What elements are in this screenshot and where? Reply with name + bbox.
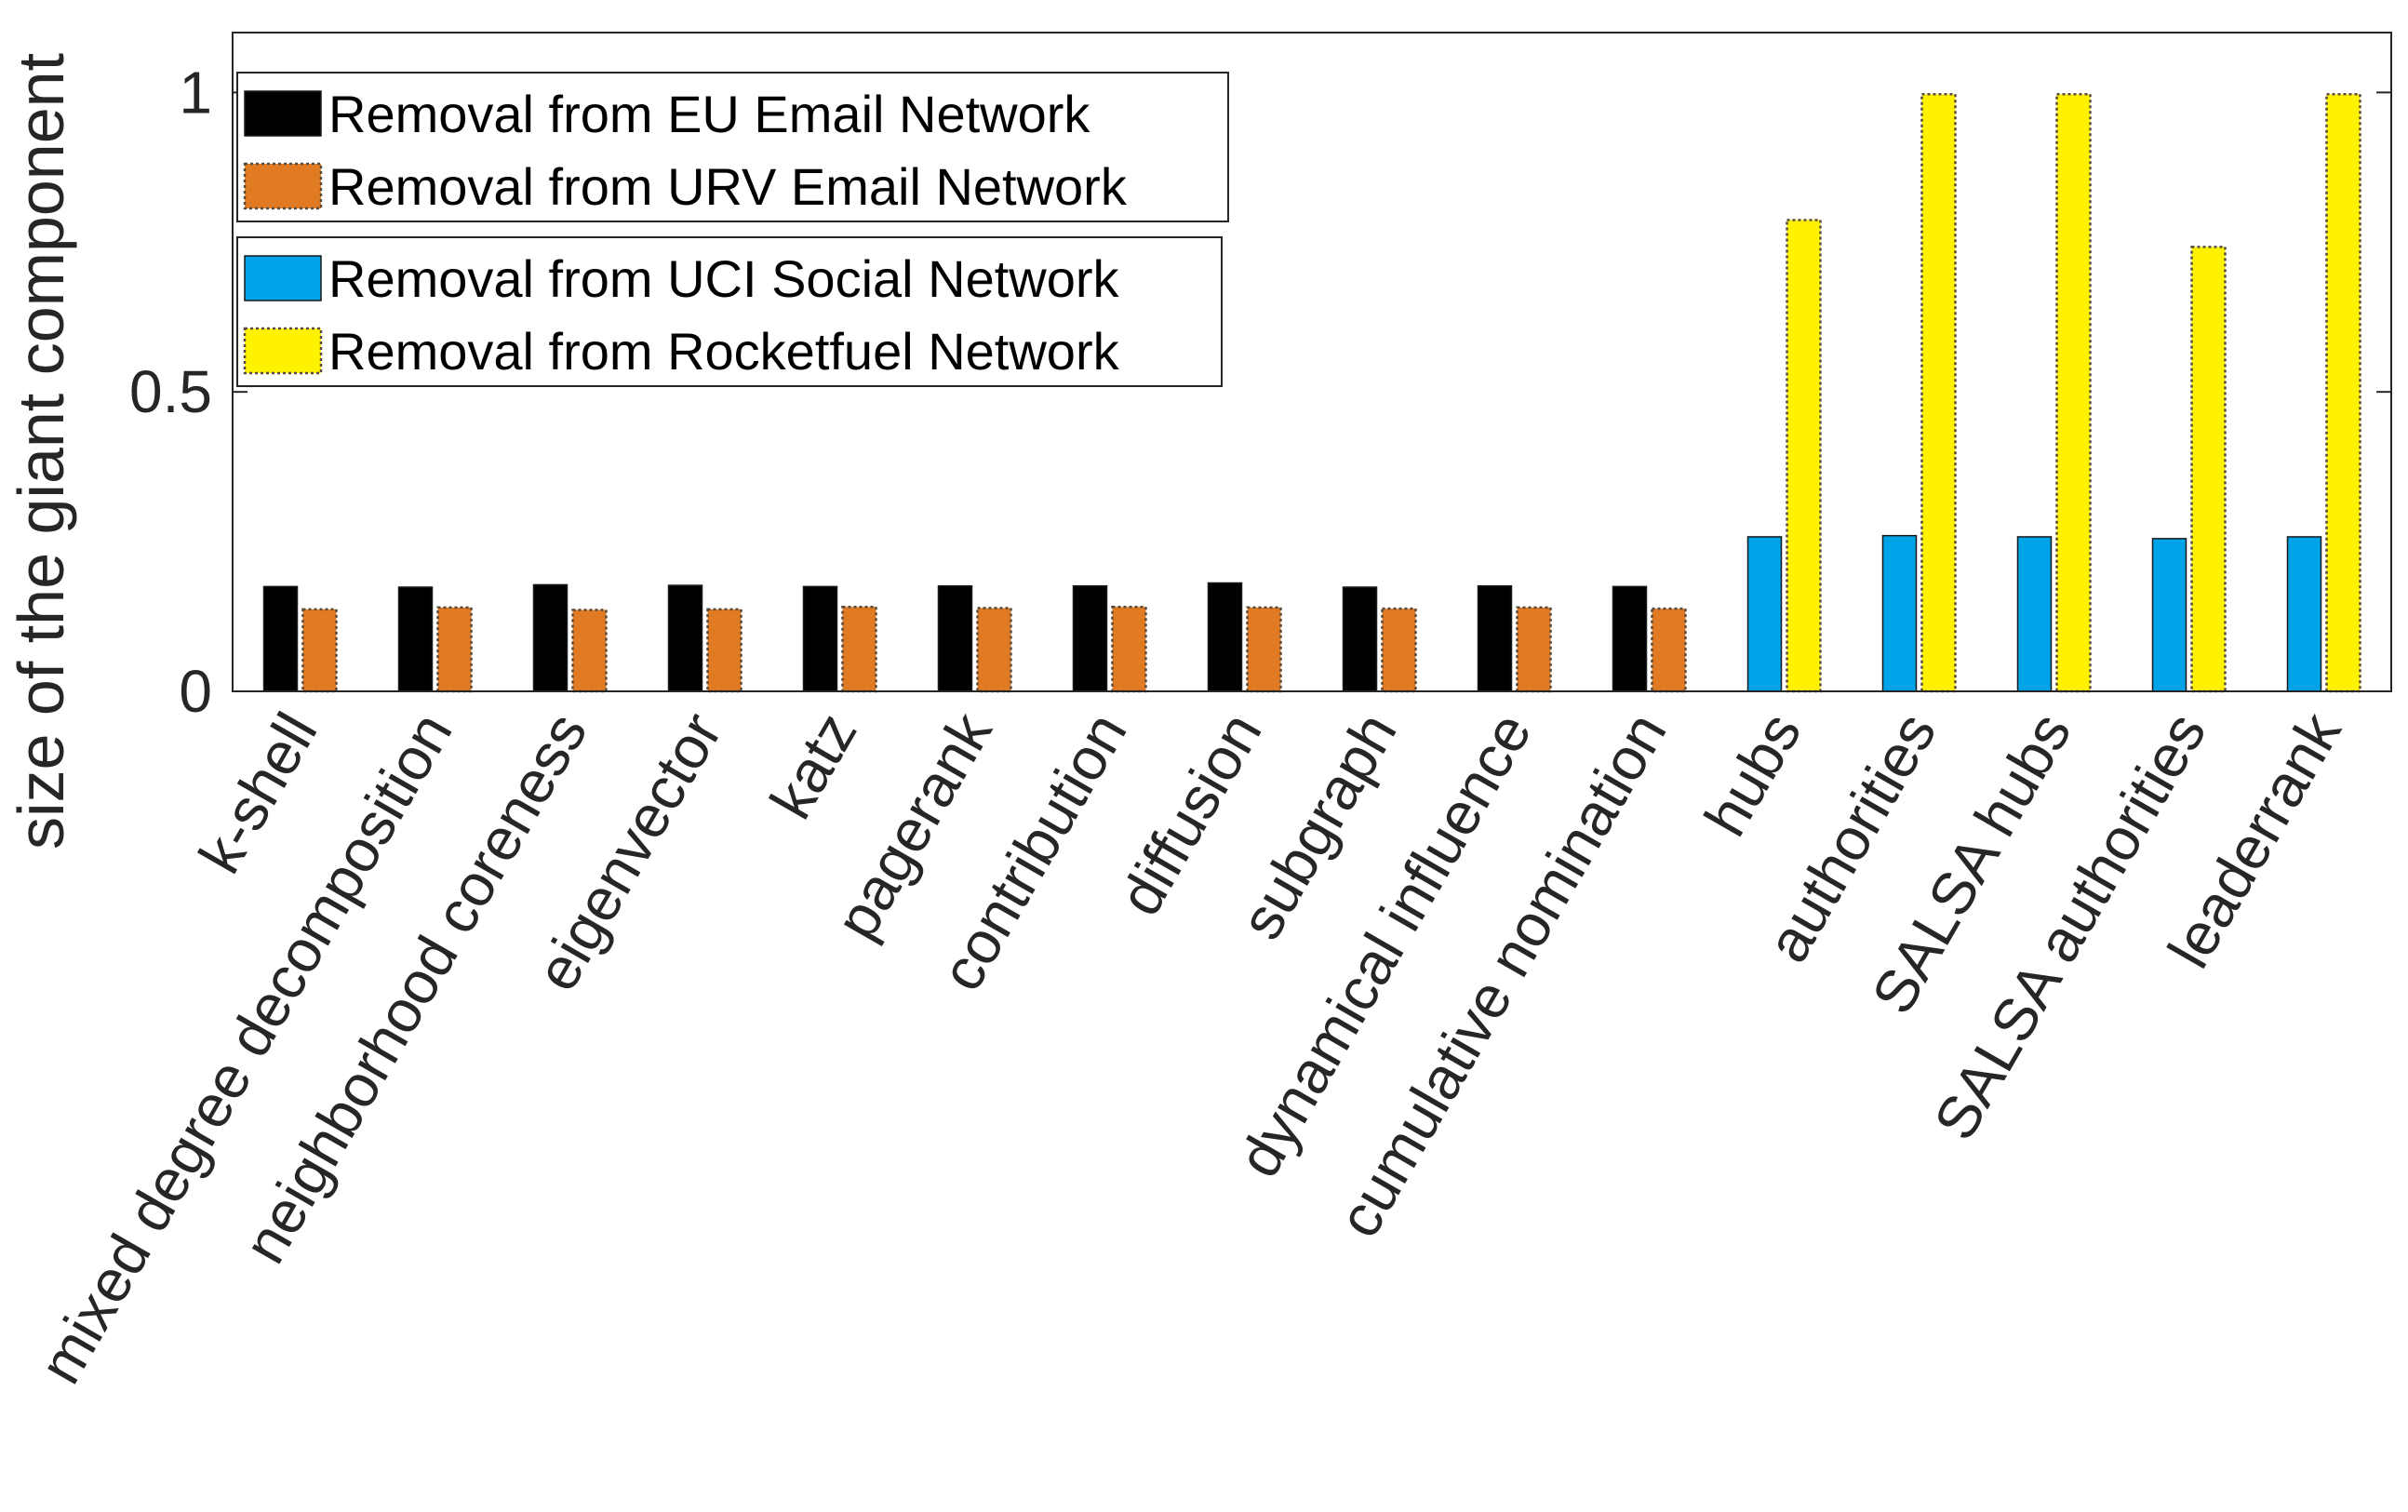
- bar: [2286, 536, 2322, 692]
- bar: [1477, 584, 1513, 692]
- legend: Removal from EU Email Network Removal fro…: [236, 72, 1229, 222]
- y-tick-label: 0.5: [129, 358, 212, 425]
- bar: [1786, 219, 1822, 693]
- bar: [1746, 536, 1783, 692]
- bar: [1920, 93, 1957, 693]
- legend-box: [236, 72, 1229, 222]
- x-tick-label: k-shell: [186, 702, 330, 884]
- legend-swatch: [243, 327, 323, 375]
- bar: [571, 609, 608, 693]
- bar: [1246, 606, 1282, 693]
- bar: [802, 585, 838, 692]
- legend-box: [236, 236, 1223, 387]
- bar: [262, 585, 299, 692]
- bar: [2325, 93, 2361, 693]
- bar: [976, 607, 1012, 693]
- bar: [532, 583, 569, 692]
- y-axis: 00.51: [129, 59, 2391, 725]
- bar: [2016, 536, 2053, 692]
- x-tick-label: hubs: [1692, 702, 1814, 847]
- bar: [1881, 534, 1918, 692]
- bar: [841, 605, 877, 693]
- legend-label: Removal from Rocketfuel Network: [328, 322, 1120, 381]
- legend-label: Removal from UCI Social Network: [328, 249, 1120, 308]
- bar: [1207, 582, 1243, 692]
- bar: [1072, 584, 1108, 692]
- bar: [2151, 538, 2187, 692]
- y-axis-title: size of the giant component: [5, 53, 77, 850]
- bar: [937, 584, 973, 692]
- bar: [1651, 607, 1687, 693]
- bar: [1516, 606, 1552, 693]
- bar: [436, 606, 473, 693]
- bar: [2190, 246, 2227, 693]
- y-tick-label: 1: [179, 59, 212, 126]
- bar: [1381, 607, 1417, 693]
- bar: [397, 586, 434, 692]
- bars-layer: [262, 93, 2361, 693]
- bar: [301, 608, 338, 693]
- y-tick-label: 0: [179, 658, 212, 725]
- legend-swatch: [243, 162, 323, 210]
- bar: [1111, 605, 1147, 693]
- legend-swatch: [244, 255, 322, 301]
- bar: [1612, 585, 1648, 692]
- bar: [667, 584, 703, 692]
- legend-label: Removal from EU Email Network: [328, 85, 1090, 143]
- x-tick-label: katz: [757, 702, 870, 830]
- legend-label: Removal from URV Email Network: [328, 157, 1128, 216]
- bar: [2055, 93, 2092, 693]
- legend: Removal from UCI Social Network Removal f…: [236, 236, 1223, 387]
- bar: [706, 608, 742, 693]
- legend-layer: Removal from EU Email Network Removal fro…: [236, 72, 1229, 387]
- plot-frame: [232, 32, 2392, 692]
- bar: [1342, 586, 1378, 692]
- legend-swatch: [244, 90, 322, 137]
